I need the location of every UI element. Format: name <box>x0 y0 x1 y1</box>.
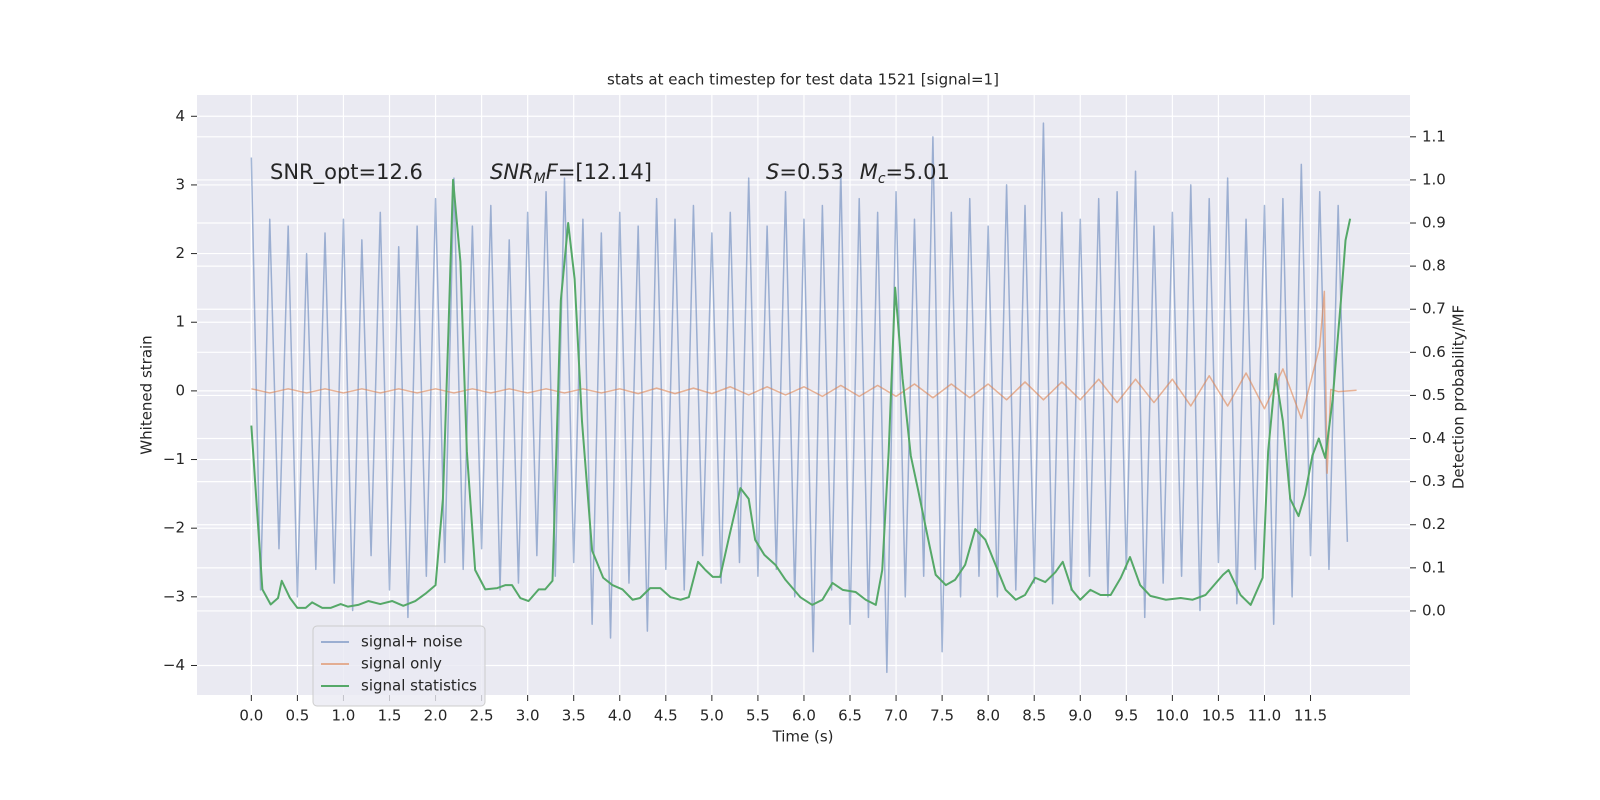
y-tick-label: 3 <box>175 175 185 193</box>
y-tick-label: 4 <box>175 107 185 125</box>
x-tick-label: 10.5 <box>1202 707 1235 725</box>
annotation-text: SNR <box>490 160 534 184</box>
y-tick-label: −2 <box>163 519 185 537</box>
legend-label: signal+ noise <box>361 633 463 651</box>
y2-tick-label: 0.6 <box>1422 343 1446 361</box>
x-tick-label: 0.5 <box>285 707 309 725</box>
x-tick-label: 8.0 <box>976 707 1000 725</box>
y2-tick-label: 0.2 <box>1422 515 1446 533</box>
legend-box <box>312 625 486 707</box>
x-tick-label: 3.5 <box>562 707 586 725</box>
y-tick-label: −1 <box>163 450 185 468</box>
x-tick-label: 11.0 <box>1248 707 1281 725</box>
x-tick-label: 11.5 <box>1294 707 1327 725</box>
y2-tick-label: 0.8 <box>1422 257 1446 275</box>
x-tick-label: 6.5 <box>838 707 862 725</box>
annotation-text: M <box>860 160 878 184</box>
x-tick-label: 8.5 <box>1022 707 1046 725</box>
x-tick-label: 2.0 <box>424 707 448 725</box>
series-line <box>250 178 1352 609</box>
annotation-text: =5.01 <box>886 160 950 184</box>
y2-tick-label: 0.0 <box>1422 601 1446 619</box>
annotation-text: SNR_opt=12.6 <box>270 160 423 185</box>
chart-title: stats at each timestep for test data 152… <box>607 71 999 89</box>
y2-tick-label: 0.9 <box>1422 214 1446 232</box>
x-tick-label: 0.0 <box>239 707 263 725</box>
x-tick-label: 7.5 <box>930 707 954 725</box>
x-tick-label: 5.0 <box>700 707 724 725</box>
series-line <box>251 290 1357 475</box>
y2-tick-label: 1.1 <box>1422 127 1446 145</box>
y2-tick-label: 0.3 <box>1422 472 1446 490</box>
annotation: SNRMF=[12.14] <box>490 160 652 187</box>
x-tick-label: 7.0 <box>884 707 908 725</box>
annotation-text: F <box>546 160 559 184</box>
y-tick-label: 2 <box>175 244 185 262</box>
annotation: SNR_opt=12.6 <box>270 160 423 185</box>
annotation-text: =[12.14] <box>558 160 652 184</box>
y2-tick-label: 0.7 <box>1422 300 1446 318</box>
x-tick-label: 9.0 <box>1068 707 1092 725</box>
y2-tick-label: 0.1 <box>1422 558 1446 576</box>
annotation-text: =0.53 <box>779 160 843 184</box>
x-tick-label: 1.0 <box>332 707 356 725</box>
annotation: S=0.53 Mc=5.01 <box>766 160 950 187</box>
annotation-text: S <box>766 160 779 184</box>
x-tick-label: 4.5 <box>654 707 678 725</box>
x-tick-label: 4.0 <box>608 707 632 725</box>
annotation-sub: c <box>878 171 886 187</box>
y-tick-label: 0 <box>175 381 185 399</box>
x-axis-label: Time (s) <box>772 728 834 746</box>
x-tick-label: 2.5 <box>470 707 494 725</box>
y-tick-label: −4 <box>163 656 185 674</box>
x-tick-label: 9.5 <box>1114 707 1138 725</box>
y-tick-label: 1 <box>175 313 185 331</box>
x-tick-label: 3.0 <box>516 707 540 725</box>
x-tick-label: 1.5 <box>378 707 402 725</box>
y-axis-label: Whitened strain <box>138 335 156 454</box>
y2-tick-label: 0.4 <box>1422 429 1446 447</box>
x-tick-label: 5.5 <box>746 707 770 725</box>
legend: signal+ noise signal only signal statistic… <box>312 625 486 707</box>
x-tick-label: 10.0 <box>1156 707 1189 725</box>
lines <box>250 122 1357 674</box>
x-tick-label: 6.0 <box>792 707 816 725</box>
annotation-sub: M <box>534 171 546 187</box>
y2-axis-label: Detection probability/MF <box>1450 305 1468 489</box>
series-line <box>250 122 1349 674</box>
y2-tick-label: 0.5 <box>1422 386 1446 404</box>
axes: 0.0 0.5 1.0 1.5 2.0 2.5 3.0 3.5 4.0 4.5 5.0 5.5 6.0 6… <box>163 107 1446 725</box>
legend-label: signal only <box>361 655 442 673</box>
y2-tick-label: 1.0 <box>1422 170 1446 188</box>
legend-label: signal statistics <box>361 677 477 695</box>
y-tick-label: −3 <box>163 587 185 605</box>
